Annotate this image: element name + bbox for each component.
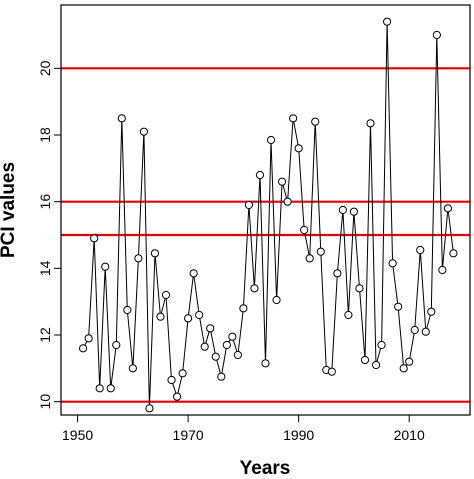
data-point-1968 bbox=[172, 392, 182, 401]
data-point-1984 bbox=[261, 359, 270, 368]
data-point-1955 bbox=[101, 262, 110, 271]
data-point-2017 bbox=[443, 204, 452, 213]
data-point-1961 bbox=[134, 254, 143, 263]
x-tick-label-1950: 1950 bbox=[62, 427, 93, 443]
data-point-1997 bbox=[333, 269, 342, 278]
data-point-2018 bbox=[449, 249, 458, 258]
data-point-1994 bbox=[316, 247, 325, 256]
data-point-1974 bbox=[206, 324, 215, 333]
data-point-1973 bbox=[200, 342, 209, 351]
x-tick-label-1970: 1970 bbox=[173, 427, 204, 443]
y-tick-label-18: 18 bbox=[37, 127, 53, 143]
data-point-1971 bbox=[189, 269, 198, 278]
data-point-1951 bbox=[79, 344, 88, 353]
x-tick-label-1990: 1990 bbox=[283, 427, 314, 443]
y-tick-label-10: 10 bbox=[37, 394, 53, 410]
data-point-2012 bbox=[416, 245, 425, 255]
data-point-1983 bbox=[255, 170, 265, 180]
data-point-1960 bbox=[128, 364, 137, 373]
data-point-1975 bbox=[211, 352, 220, 361]
data-point-2008 bbox=[394, 302, 403, 311]
data-point-1953 bbox=[90, 234, 99, 243]
data-point-2011 bbox=[410, 325, 419, 335]
data-point-1980 bbox=[239, 304, 248, 313]
data-point-1986 bbox=[272, 295, 281, 305]
data-point-1990 bbox=[294, 144, 303, 153]
data-point-1987 bbox=[277, 177, 287, 186]
data-point-1957 bbox=[112, 340, 121, 350]
data-point-1976 bbox=[217, 372, 226, 381]
data-point-2000 bbox=[349, 207, 359, 216]
series-line bbox=[82, 21, 454, 409]
data-point-1978 bbox=[228, 332, 237, 341]
data-point-2016 bbox=[438, 265, 447, 275]
data-point-2007 bbox=[388, 259, 397, 268]
y-axis: 10 12 14 16 18 20 bbox=[37, 60, 61, 409]
data-point-1956 bbox=[106, 384, 115, 393]
data-point-2009 bbox=[399, 364, 408, 373]
data-point-1958 bbox=[117, 114, 126, 123]
data-point-2004 bbox=[371, 360, 381, 370]
data-point-1977 bbox=[222, 340, 231, 350]
data-point-1962 bbox=[139, 127, 149, 136]
y-tick-label-16: 16 bbox=[37, 194, 53, 210]
data-point-1965 bbox=[156, 312, 165, 321]
plot-frame bbox=[60, 4, 471, 416]
y-axis-title: PCI values bbox=[0, 162, 19, 258]
data-point-1982 bbox=[250, 284, 259, 293]
data-point-1988 bbox=[283, 197, 292, 206]
data-point-2006 bbox=[382, 17, 392, 26]
data-point-1959 bbox=[123, 305, 132, 315]
x-axis-title: Years bbox=[240, 458, 291, 479]
data-point-2002 bbox=[360, 355, 370, 365]
data-point-2014 bbox=[427, 307, 436, 316]
data-point-1999 bbox=[344, 310, 353, 320]
data-point-1967 bbox=[167, 375, 176, 385]
x-tick-label-2010: 2010 bbox=[394, 427, 425, 443]
data-point-1963 bbox=[145, 404, 154, 413]
data-point-1952 bbox=[84, 334, 93, 343]
reference-lines bbox=[61, 67, 470, 403]
data-point-1985 bbox=[266, 135, 276, 145]
data-point-1989 bbox=[289, 114, 298, 123]
data-point-1991 bbox=[300, 225, 309, 235]
x-axis: 1950 1970 1990 2010 bbox=[62, 415, 425, 443]
data-point-2013 bbox=[421, 327, 430, 336]
data-point-1972 bbox=[195, 310, 204, 320]
data-point-1970 bbox=[184, 314, 193, 323]
data-point-1981 bbox=[244, 200, 254, 210]
y-tick-label-12: 12 bbox=[37, 327, 53, 343]
data-point-2010 bbox=[405, 357, 414, 366]
data-point-2005 bbox=[377, 340, 386, 350]
data-point-1964 bbox=[150, 249, 160, 258]
data-points bbox=[79, 17, 458, 413]
data-point-1992 bbox=[305, 254, 314, 263]
series-line-group bbox=[82, 21, 454, 409]
data-point-1993 bbox=[311, 117, 320, 126]
y-tick-label-20: 20 bbox=[37, 60, 53, 76]
data-point-1969 bbox=[178, 369, 187, 378]
data-point-1996 bbox=[327, 367, 336, 376]
data-point-1966 bbox=[161, 290, 171, 300]
data-point-1979 bbox=[233, 350, 242, 360]
data-point-2015 bbox=[432, 30, 441, 40]
data-point-2003 bbox=[366, 119, 375, 128]
data-point-1998 bbox=[338, 205, 347, 215]
data-point-2001 bbox=[355, 284, 364, 293]
data-point-1954 bbox=[95, 384, 104, 393]
y-tick-label-14: 14 bbox=[37, 260, 53, 276]
